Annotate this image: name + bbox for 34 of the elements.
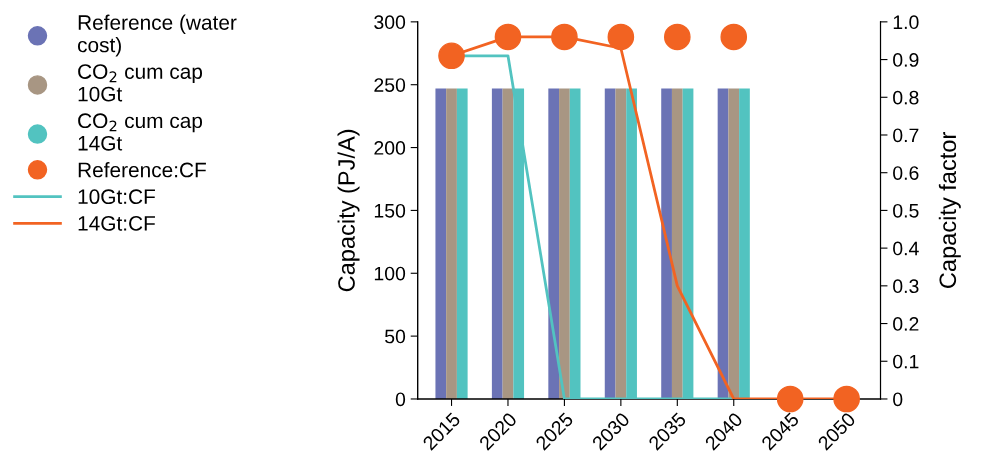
legend-label: Reference (water cost) xyxy=(77,14,237,57)
y-tick-label: 300 xyxy=(374,15,406,30)
y-tick-label: 0 xyxy=(395,392,406,407)
y2-tick-label: 0.5 xyxy=(893,203,919,218)
point xyxy=(833,385,860,413)
y2-axis-title: Capacity factor xyxy=(938,132,961,288)
y2-tick-label: 0.9 xyxy=(893,53,919,67)
y2-tick-label: 0.7 xyxy=(893,128,919,143)
y-tick-label: 250 xyxy=(374,78,406,92)
y-tick-label: 50 xyxy=(385,329,406,344)
point xyxy=(663,23,691,51)
y2-tick-label: 0.1 xyxy=(893,354,919,369)
point xyxy=(720,23,748,51)
legend-label: CO$_{2}$ cum cap 14Gt xyxy=(78,113,203,151)
y2-tick-label: 0.6 xyxy=(893,166,919,180)
y2-tick-label: 0.4 xyxy=(893,241,919,256)
point xyxy=(776,385,804,413)
y2-tick-label: 0.8 xyxy=(893,90,919,105)
y2-tick-label: 0.2 xyxy=(893,317,919,331)
y-axis-title: Capacity (PJ/A) xyxy=(337,129,360,292)
y-tick-label: 200 xyxy=(374,141,406,155)
legend-label: 14Gt:CF xyxy=(78,216,155,231)
legend-label: CO$_{2}$ cum cap 10Gt xyxy=(78,64,203,102)
point xyxy=(494,23,522,51)
y2-tick-label: 0.3 xyxy=(893,279,919,294)
legend-label: Reference:CF xyxy=(78,162,206,178)
y-tick-label: 150 xyxy=(374,203,406,218)
point xyxy=(551,23,578,51)
point xyxy=(438,42,465,70)
y2-tick-label: 0 xyxy=(893,392,903,407)
point xyxy=(607,23,635,51)
y2-tick-label: 1.0 xyxy=(893,15,919,30)
legend-label: 10Gt:CF xyxy=(78,189,155,205)
y-tick-label: 100 xyxy=(374,266,406,281)
